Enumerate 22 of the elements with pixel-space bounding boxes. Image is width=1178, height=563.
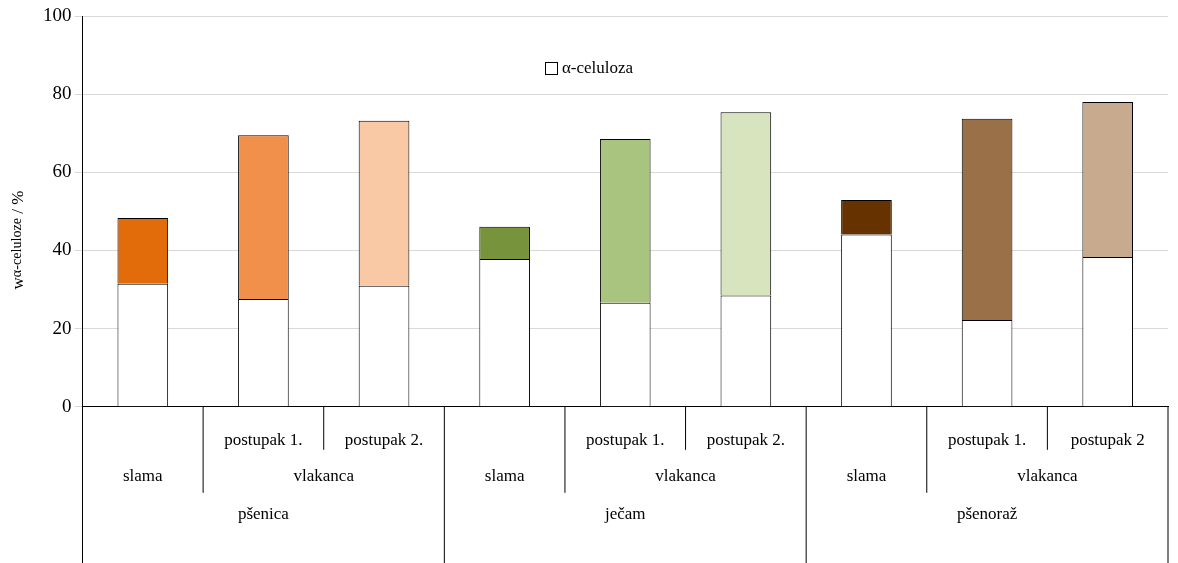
y-tick-label: 40	[52, 238, 72, 260]
x-tick-label: postupak 2.	[706, 430, 786, 450]
text: slama	[484, 466, 525, 486]
x-tick-label: postupak 2.	[344, 430, 424, 450]
y-tick-label: 0	[62, 394, 72, 416]
x-tick-label: postupak 2	[1070, 430, 1145, 450]
x-tick-label: postupak 1.	[586, 430, 665, 450]
y-tick-label: 100	[43, 3, 72, 25]
x-tick-label: postupak 1.	[947, 430, 1027, 450]
y-tick-label: 20	[52, 316, 72, 338]
text: α-celuloza	[561, 58, 634, 78]
y-tick-label: 80	[52, 82, 72, 104]
y-tick-label: 60	[52, 160, 72, 182]
text: pšenoraž	[956, 504, 1018, 524]
text: slama	[846, 466, 887, 486]
text: pšenica	[237, 504, 290, 524]
text: ječam	[603, 504, 646, 524]
text: vlakanca	[1017, 466, 1079, 486]
x-tick-label: postupak 1.	[224, 430, 303, 450]
text: slama	[122, 466, 164, 486]
text: vlakanca	[655, 466, 717, 486]
text: vlakanca	[293, 466, 355, 486]
